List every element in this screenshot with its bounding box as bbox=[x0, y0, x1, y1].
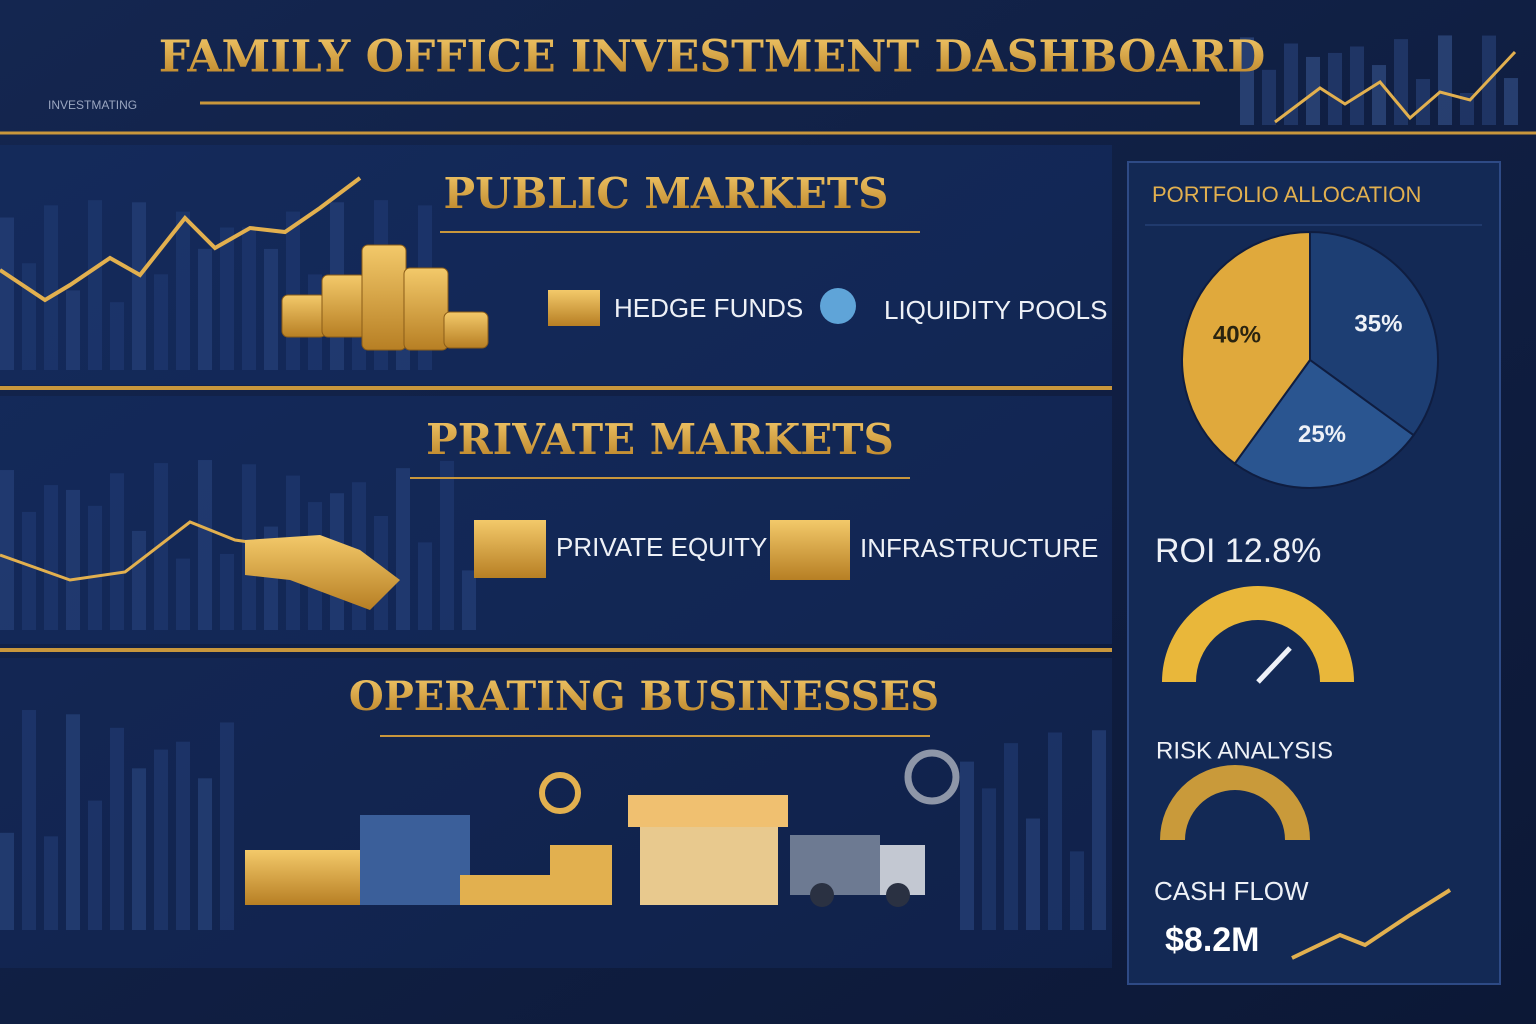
pie-chart: 35% 25% 40% bbox=[1181, 230, 1439, 489]
deco-bar bbox=[1262, 69, 1276, 125]
deco-bar bbox=[88, 505, 102, 630]
deco-bar bbox=[440, 460, 454, 630]
deco-bar bbox=[154, 274, 168, 370]
header-trend bbox=[1274, 50, 1517, 124]
deco-bar bbox=[0, 832, 14, 930]
building-icon bbox=[474, 520, 546, 578]
infra-icon bbox=[770, 520, 850, 580]
pie-label: 40% bbox=[1213, 322, 1261, 349]
deco-bar bbox=[1372, 65, 1386, 125]
cash-flow-value: $8.2M bbox=[1165, 921, 1260, 959]
gauge bbox=[1160, 765, 1310, 840]
deco-bar bbox=[198, 460, 212, 630]
deco-bar bbox=[132, 530, 146, 630]
deco-bar bbox=[1504, 78, 1518, 125]
deco-bar bbox=[1350, 46, 1364, 126]
pie-label: 35% bbox=[1354, 310, 1402, 337]
deco-bar bbox=[66, 290, 80, 370]
deco-bar bbox=[44, 485, 58, 630]
business-icons bbox=[245, 749, 960, 907]
deco-bar bbox=[418, 542, 432, 630]
deco-bar bbox=[198, 248, 212, 370]
deco-bar bbox=[1048, 732, 1062, 930]
deco-bar bbox=[110, 727, 124, 930]
item-label: INFRASTRUCTURE bbox=[860, 533, 1098, 563]
deco-bar bbox=[462, 570, 476, 630]
trend-line bbox=[0, 176, 362, 303]
deco-bar bbox=[44, 836, 58, 930]
deco-bar bbox=[396, 468, 410, 630]
cash-trend bbox=[1291, 888, 1452, 960]
deco-bar bbox=[198, 778, 212, 930]
deco-bar bbox=[110, 473, 124, 630]
header-tag: INVESTMATING bbox=[48, 98, 137, 112]
deco-bar bbox=[960, 761, 974, 930]
deco-bar bbox=[1026, 818, 1040, 930]
deco-bar bbox=[1240, 37, 1254, 125]
section-title: PUBLIC MARKETS bbox=[443, 169, 888, 218]
deco-bar bbox=[220, 722, 234, 930]
deco-bar bbox=[982, 788, 996, 930]
deco-bar bbox=[132, 202, 146, 370]
deco-bar bbox=[1004, 743, 1018, 930]
trend-line bbox=[0, 520, 291, 582]
deco-bar bbox=[0, 470, 14, 630]
deco-bar bbox=[176, 558, 190, 630]
risk-label: RISK ANALYSIS bbox=[1156, 737, 1333, 764]
deco-bar bbox=[1438, 35, 1452, 125]
deco-bar bbox=[132, 768, 146, 930]
section-title: PRIVATE MARKETS bbox=[426, 415, 894, 464]
deco-bar bbox=[242, 227, 256, 370]
deco-bar bbox=[264, 248, 278, 370]
deco-bar bbox=[0, 217, 14, 370]
panel bbox=[0, 145, 1112, 385]
gauge-needle bbox=[1256, 646, 1292, 684]
deco-bar bbox=[44, 205, 58, 370]
deco-bar bbox=[220, 227, 234, 370]
deco-bar bbox=[110, 302, 124, 370]
deco-bar bbox=[176, 741, 190, 930]
page-title: FAMILY OFFICE INVESTMENT DASHBOARD bbox=[159, 32, 1266, 83]
allocation-title: PORTFOLIO ALLOCATION bbox=[1152, 182, 1421, 207]
pie-slice bbox=[1233, 358, 1415, 489]
item-label: HEDGE FUNDS bbox=[614, 293, 803, 323]
roi: ROI 12.8% bbox=[1155, 532, 1321, 570]
deco-bar bbox=[1306, 56, 1320, 126]
cash-flow-label: CASH FLOW bbox=[1154, 876, 1309, 906]
deco-bar bbox=[66, 489, 80, 630]
handshake bbox=[245, 535, 400, 610]
deco-bar bbox=[88, 800, 102, 930]
deco-bar bbox=[1416, 79, 1430, 125]
drop-icon bbox=[820, 288, 856, 324]
deco-bar bbox=[1328, 52, 1342, 125]
deco-bar bbox=[220, 553, 234, 630]
panel bbox=[0, 396, 1112, 644]
pie-slice bbox=[1309, 230, 1439, 437]
deco-bar bbox=[66, 714, 80, 930]
section-title: OPERATING BUSINESSES bbox=[349, 673, 939, 720]
pie-label: 25% bbox=[1298, 421, 1346, 448]
deco-bar bbox=[1070, 851, 1084, 930]
coins bbox=[281, 244, 489, 351]
deco-bar bbox=[88, 200, 102, 370]
deco-bar bbox=[22, 511, 36, 630]
deco-bar bbox=[154, 749, 168, 930]
deco-bar bbox=[154, 463, 168, 630]
item-label: PRIVATE EQUITY bbox=[556, 532, 767, 562]
item-label: LIQUIDITY POOLS bbox=[884, 295, 1107, 325]
deco-bar bbox=[1092, 730, 1106, 930]
deco-bar bbox=[1284, 43, 1298, 125]
deco-bar bbox=[176, 211, 190, 370]
pie-slice bbox=[1181, 230, 1311, 465]
bank-icon bbox=[548, 290, 600, 326]
gauge bbox=[1162, 586, 1354, 682]
deco-bar bbox=[22, 710, 36, 930]
